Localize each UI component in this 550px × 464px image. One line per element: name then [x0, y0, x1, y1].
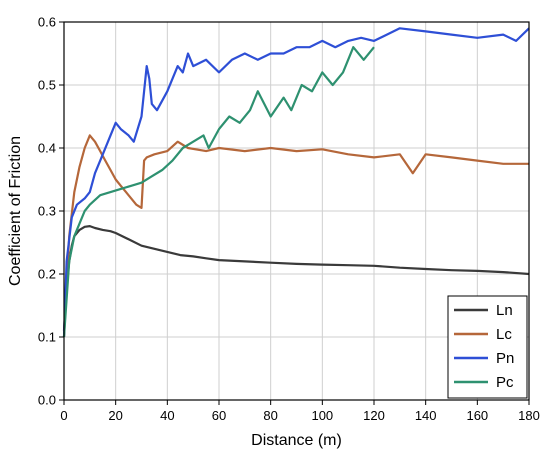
series-line-lc	[62, 134, 529, 338]
legend: Ln Lc Pn Pc	[447, 295, 528, 399]
x-tick-label: 60	[212, 408, 226, 423]
x-tick-label: 140	[415, 408, 437, 423]
x-axis-title: Distance (m)	[251, 432, 342, 449]
x-tick-label: 100	[311, 408, 333, 423]
x-tick-label: 160	[466, 408, 488, 423]
x-tick-label: 0	[60, 408, 67, 423]
series-line-ln	[62, 225, 530, 331]
y-tick-label: 0.6	[38, 15, 56, 30]
x-tick-label: 120	[363, 408, 385, 423]
legend-label-pn: Pn	[496, 350, 514, 367]
x-tick-label: 40	[160, 408, 174, 423]
y-tick-label: 0.3	[38, 204, 56, 219]
axis-ticks	[59, 21, 530, 405]
y-tick-label: 0.2	[38, 267, 56, 282]
x-tick-label: 80	[263, 408, 277, 423]
series-line-pn	[62, 27, 530, 338]
y-tick-label: 0.0	[38, 393, 56, 408]
y-axis-title: Coefficient of Friction	[7, 136, 24, 286]
legend-label-ln: Ln	[496, 302, 513, 319]
y-tick-label: 0.5	[38, 78, 56, 93]
series-layer	[62, 27, 530, 338]
legend-label-lc: Lc	[496, 326, 512, 343]
x-tick-label: 180	[518, 408, 540, 423]
y-tick-label: 0.4	[38, 141, 56, 156]
x-tick-label: 20	[108, 408, 122, 423]
y-tick-label: 0.1	[38, 330, 56, 345]
tick-labels: 0 20 40 60 80 100 120 140 160 180 0.0 0.1 0.2 0.3 0.4 0…	[38, 15, 540, 424]
series-line-pc	[62, 46, 375, 338]
legend-label-pc: Pc	[496, 374, 514, 391]
